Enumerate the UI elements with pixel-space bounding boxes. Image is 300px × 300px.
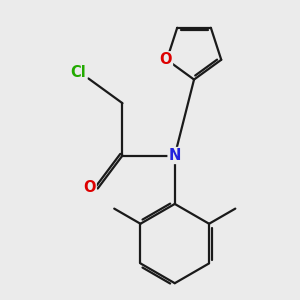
Text: N: N (169, 148, 181, 163)
Text: O: O (160, 52, 172, 67)
Text: Cl: Cl (70, 65, 86, 80)
Text: O: O (83, 180, 96, 195)
